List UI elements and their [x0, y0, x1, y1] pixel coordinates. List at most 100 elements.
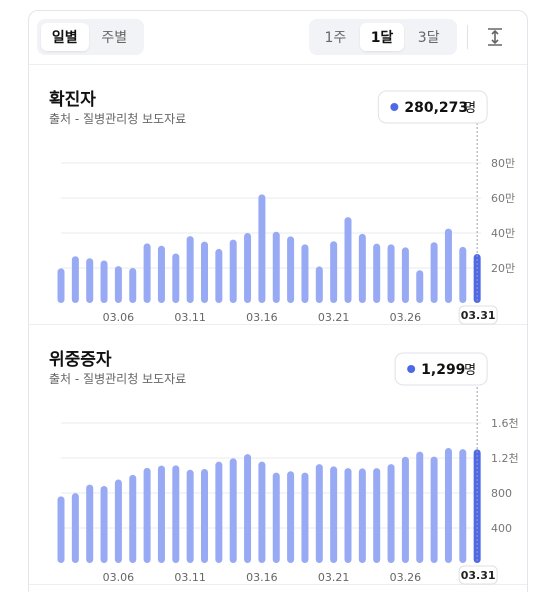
- y-tick-label: 1.2천: [491, 451, 519, 465]
- x-tick-label: 03.11: [174, 571, 206, 584]
- bar[interactable]: [157, 245, 165, 303]
- bar[interactable]: [71, 256, 79, 303]
- bar[interactable]: [401, 456, 409, 563]
- bar[interactable]: [430, 456, 438, 563]
- bar[interactable]: [186, 469, 194, 563]
- bar[interactable]: [157, 465, 165, 563]
- bar[interactable]: [358, 233, 366, 303]
- series-dot-icon: [407, 365, 416, 373]
- tooltip-unit: 명: [464, 101, 476, 116]
- range-toggle: 1주 1달 3달: [309, 19, 457, 55]
- bar[interactable]: [215, 248, 223, 303]
- y-tick-label: 60만: [491, 192, 515, 205]
- bar[interactable]: [358, 468, 366, 563]
- bar[interactable]: [201, 241, 208, 303]
- bar[interactable]: [272, 472, 280, 563]
- confirmed-cases-chart: 20만 40만 60만 80만 03.06 03.11 03.16 03.21 03.26 03.…: [57, 90, 515, 325]
- x-tick-label: 03.26: [390, 571, 422, 584]
- y-tick-label: 20만: [491, 262, 515, 275]
- bar[interactable]: [129, 268, 137, 303]
- end-date-label: 03.31: [461, 569, 496, 582]
- bar[interactable]: [387, 244, 395, 303]
- bar[interactable]: [416, 270, 424, 303]
- x-tick-label: 03.21: [318, 571, 350, 584]
- bar-selected[interactable]: [473, 449, 481, 563]
- bar[interactable]: [114, 266, 122, 303]
- bar[interactable]: [172, 465, 180, 563]
- bar[interactable]: [301, 244, 309, 303]
- bar[interactable]: [258, 461, 266, 563]
- bar[interactable]: [143, 467, 151, 563]
- bar[interactable]: [186, 236, 194, 303]
- bar[interactable]: [444, 228, 452, 303]
- bar-selected[interactable]: [473, 253, 481, 303]
- period-mode-toggle: 일별 주별: [37, 19, 144, 55]
- x-tick-label: 03.06: [103, 571, 134, 584]
- bar[interactable]: [129, 474, 137, 563]
- tab-1-month[interactable]: 1달: [359, 23, 405, 51]
- bar[interactable]: [301, 472, 309, 563]
- bar[interactable]: [100, 260, 108, 303]
- bar[interactable]: [215, 461, 223, 563]
- bar[interactable]: [344, 217, 352, 303]
- bar[interactable]: [244, 233, 252, 303]
- bar[interactable]: [287, 471, 295, 563]
- x-tick-label: 03.26: [390, 311, 422, 324]
- y-tick-label: 40만: [491, 227, 515, 240]
- bar[interactable]: [401, 247, 409, 303]
- bar[interactable]: [315, 266, 323, 303]
- y-tick-label: 1.6천: [491, 416, 519, 430]
- bar[interactable]: [143, 243, 151, 303]
- panel-title: 확진자: [49, 90, 96, 110]
- bar[interactable]: [373, 243, 381, 303]
- panel-source: 출처 - 질병관리청 보도자료: [49, 112, 187, 126]
- bar[interactable]: [86, 484, 94, 563]
- end-date-label: 03.31: [461, 309, 496, 322]
- bar[interactable]: [330, 466, 338, 563]
- bar[interactable]: [71, 493, 79, 563]
- bar[interactable]: [57, 268, 65, 303]
- bar[interactable]: [344, 468, 352, 563]
- x-tick-label: 03.11: [174, 311, 206, 324]
- bar[interactable]: [373, 468, 381, 563]
- bar[interactable]: [287, 236, 295, 303]
- bar[interactable]: [86, 258, 94, 303]
- bar[interactable]: [57, 496, 65, 563]
- bar[interactable]: [459, 449, 467, 563]
- bar[interactable]: [387, 464, 395, 563]
- bar[interactable]: [416, 451, 424, 563]
- x-tick-label: 03.16: [246, 311, 278, 324]
- tooltip-value: 280,273: [404, 100, 468, 116]
- bar[interactable]: [244, 454, 252, 563]
- tab-3-months[interactable]: 3달: [417, 30, 440, 46]
- end-date-pill: [458, 565, 498, 585]
- bar[interactable]: [444, 447, 452, 563]
- bar[interactable]: [430, 242, 438, 303]
- bar[interactable]: [100, 486, 108, 563]
- x-tick-label: 03.16: [246, 571, 278, 584]
- chart-toolbar: 일별 주별 1주 1달 3달: [29, 11, 527, 65]
- vertical-expand-icon: [488, 28, 502, 46]
- bar[interactable]: [172, 253, 180, 303]
- bar[interactable]: [114, 479, 122, 563]
- expand-button[interactable]: [481, 23, 509, 51]
- x-tick-label: 03.06: [103, 311, 134, 324]
- tab-1-week[interactable]: 1주: [324, 30, 347, 46]
- tab-weekly[interactable]: 주별: [101, 30, 128, 46]
- confirmed-cases-panel: 확진자 출처 - 질병관리청 보도자료 20만 40만 60만 80만 03.06 03.…: [29, 65, 527, 325]
- y-tick-label: 800: [491, 487, 512, 500]
- tab-daily[interactable]: 일별: [41, 23, 89, 51]
- panel-title: 위중증자: [49, 350, 112, 370]
- bar[interactable]: [459, 246, 467, 303]
- bar[interactable]: [201, 469, 208, 563]
- bar[interactable]: [315, 464, 323, 563]
- y-tick-label: 400: [491, 522, 512, 535]
- toolbar-divider: [467, 25, 468, 49]
- bar[interactable]: [272, 231, 280, 303]
- y-tick-label: 80만: [491, 157, 515, 170]
- bar[interactable]: [229, 239, 237, 303]
- bar[interactable]: [258, 194, 266, 303]
- bar[interactable]: [229, 458, 237, 563]
- bar[interactable]: [330, 241, 338, 303]
- tooltip-value: 1,299: [421, 362, 465, 378]
